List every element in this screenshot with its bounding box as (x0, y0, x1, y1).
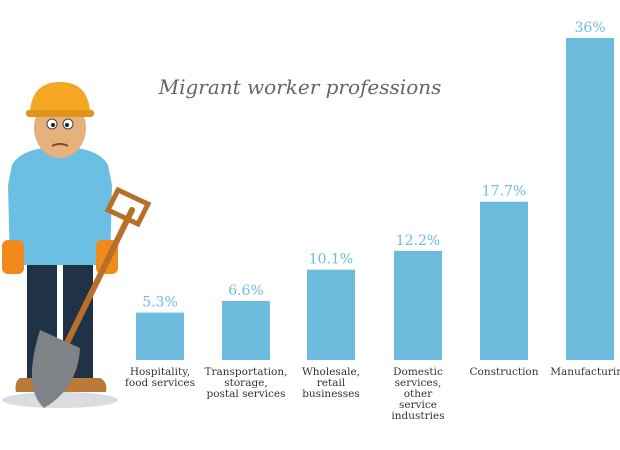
value-label-3: 10.1% (309, 252, 353, 268)
category-label-2-line-2: storage, (224, 377, 267, 389)
bar-5 (480, 201, 528, 360)
category-label-4-line-3: other (404, 388, 434, 400)
bar-3 (307, 269, 355, 360)
value-label-6: 36% (574, 20, 605, 36)
value-label-2: 6.6% (228, 283, 264, 299)
value-label-4: 12.2% (396, 233, 440, 249)
category-label-3-line-3: businesses (302, 388, 360, 400)
bar-4 (394, 250, 442, 360)
category-labels-group: Hospitality,food services Transportation,… (125, 366, 620, 422)
category-label-4-line-1: Domestic (393, 366, 443, 378)
category-label-6-line-1: Manufacturing (550, 366, 620, 378)
category-label-2-line-3: postal services (206, 388, 285, 400)
value-labels-group: 5.3% 6.6% 10.1% 12.2% 17.7% 36% (142, 20, 605, 311)
category-label-3-line-1: Wholesale, (302, 366, 360, 378)
bar-1 (136, 312, 184, 360)
bar-2 (222, 300, 270, 360)
category-label-5-line-1: Construction (469, 366, 538, 378)
value-label-1: 5.3% (142, 295, 178, 311)
chart-title: Migrant worker professions (158, 75, 442, 99)
bars-group (136, 38, 614, 360)
category-label-1-line-1: Hospitality, (130, 366, 190, 378)
category-label-3-line-2: retail (317, 377, 346, 389)
category-label-4-line-2: services, (395, 377, 442, 389)
category-label-4-line-4: service (399, 399, 437, 411)
value-label-5: 17.7% (482, 184, 526, 200)
construction-worker-with-shovel-icon (2, 82, 152, 408)
category-label-2-line-1: Transportation, (205, 366, 288, 378)
category-label-4-line-5: industries (391, 410, 444, 422)
category-label-1-line-2: food services (125, 377, 195, 389)
bar-6 (566, 38, 614, 360)
